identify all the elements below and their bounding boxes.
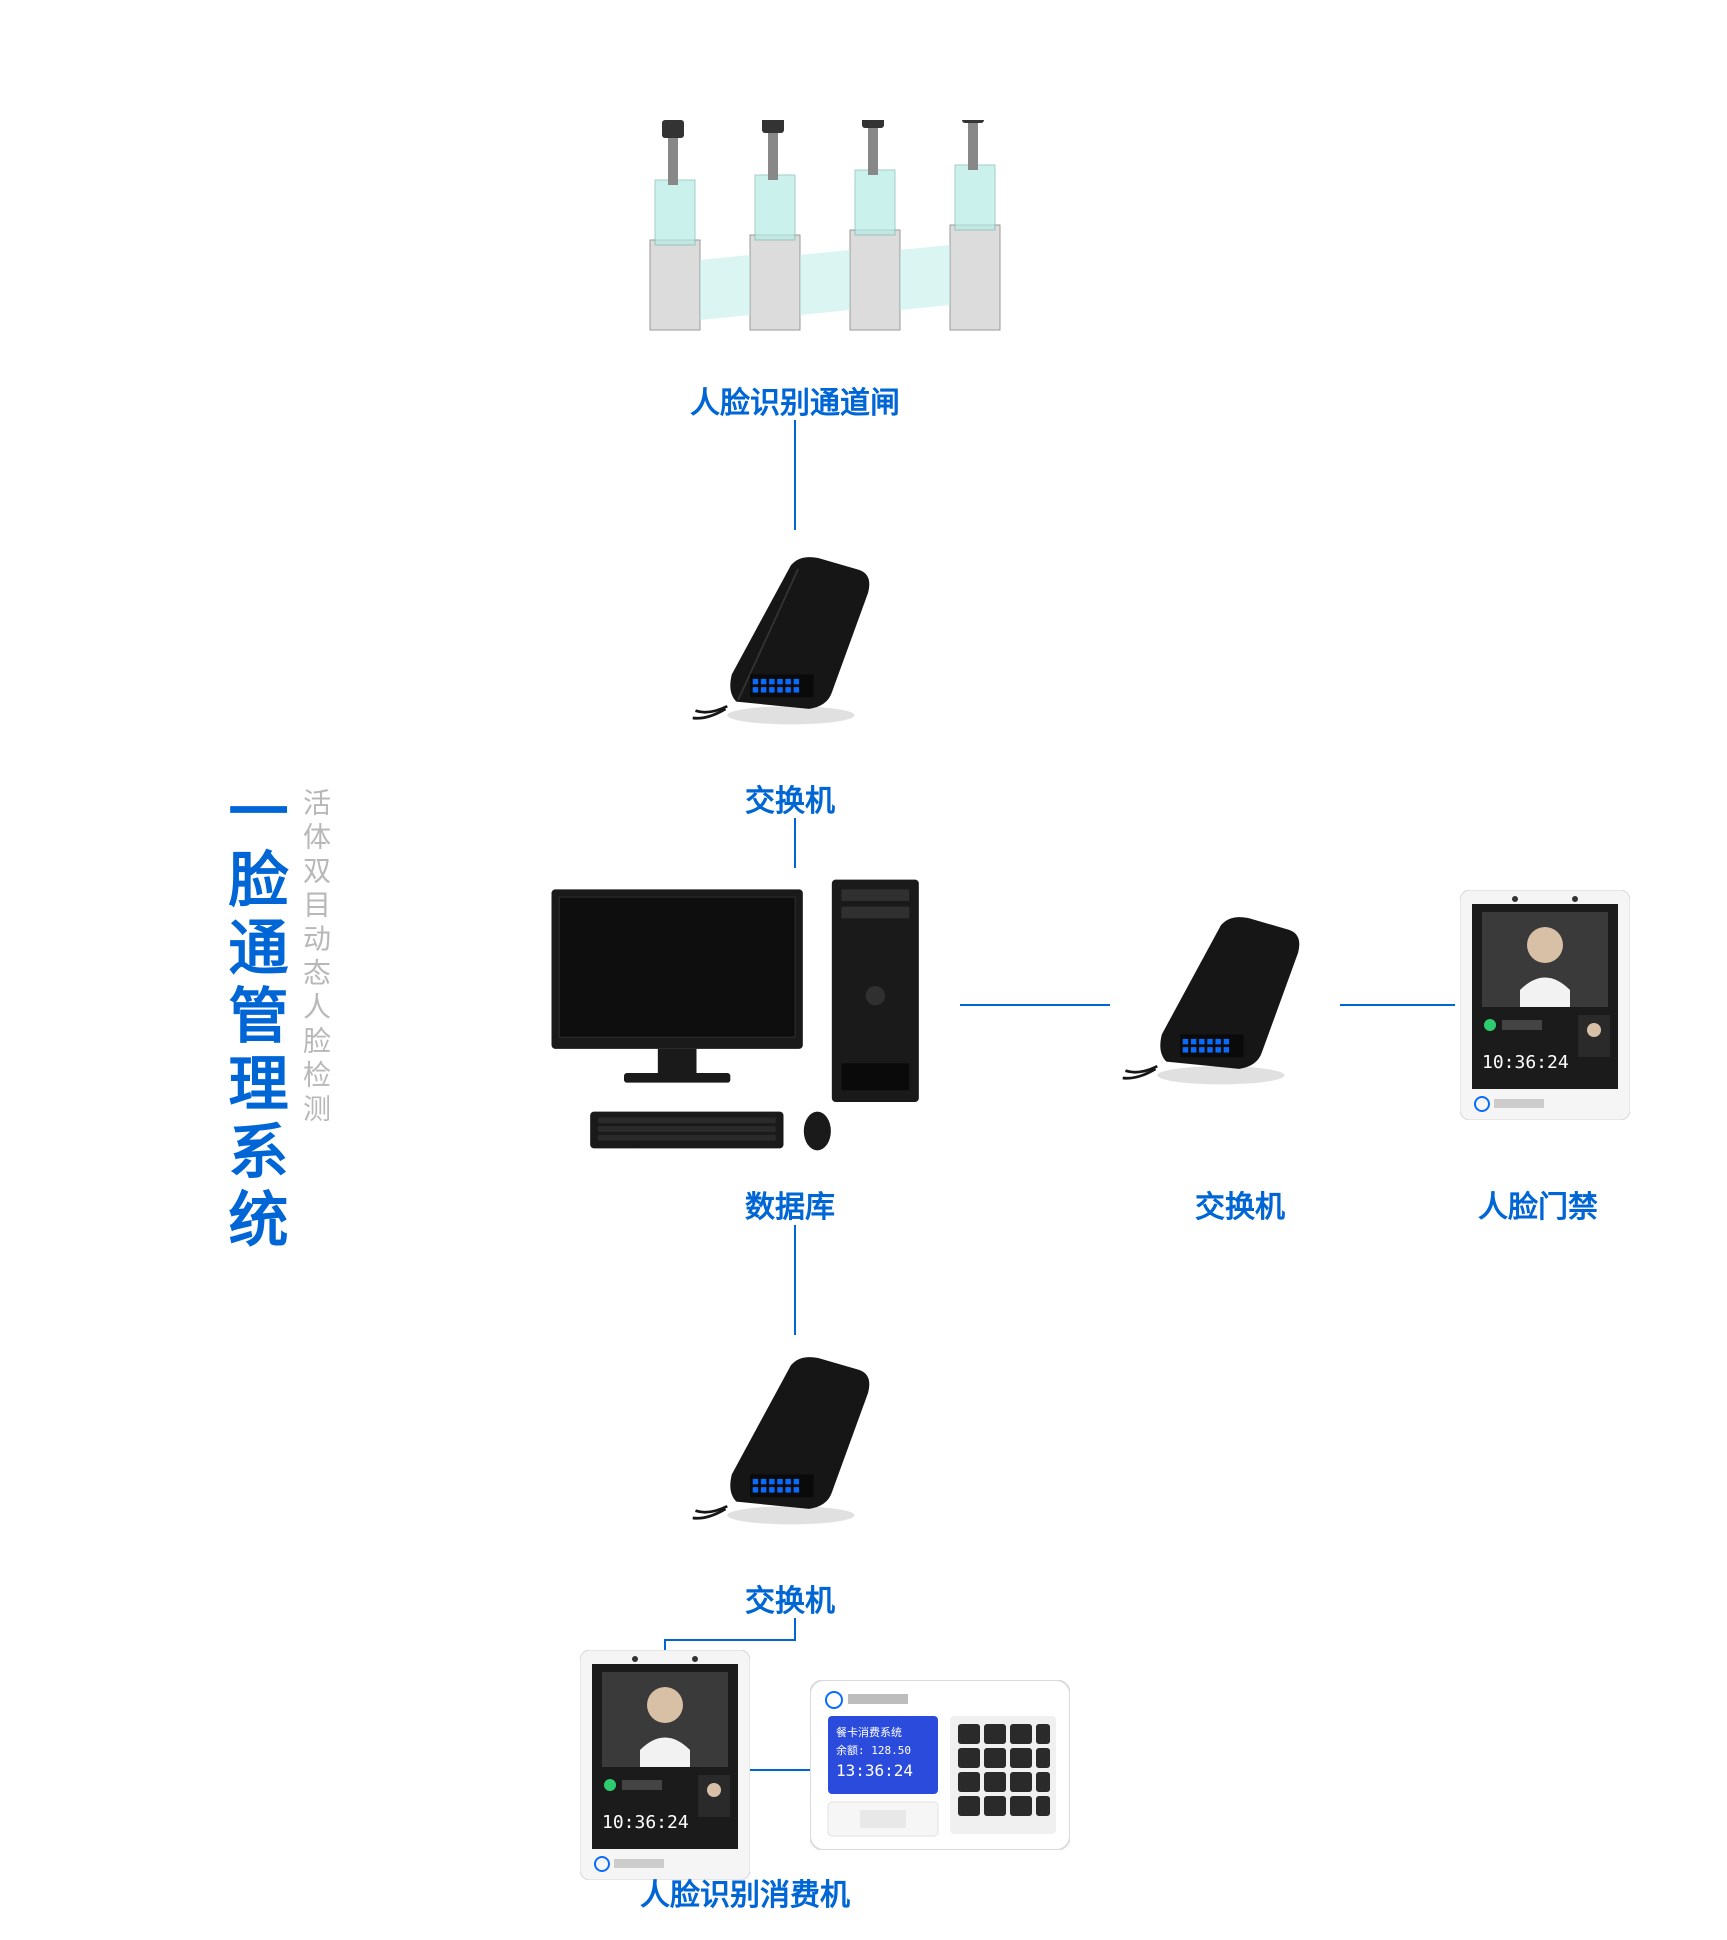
access-tablet-icon: 10:36:24 bbox=[1460, 890, 1630, 1120]
svg-text:10:36:24: 10:36:24 bbox=[1482, 1052, 1569, 1073]
svg-text:餐卡消费系统: 餐卡消费系统 bbox=[836, 1725, 902, 1739]
consumer-label: 人脸识别消费机 bbox=[640, 1870, 850, 1914]
svg-text:10:36:24: 10:36:24 bbox=[602, 1812, 689, 1833]
switch-right-label: 交换机 bbox=[1195, 1182, 1285, 1226]
database-label: 数据库 bbox=[745, 1182, 835, 1226]
switch-bottom-label: 交换机 bbox=[745, 1576, 835, 1620]
svg-text:余额: 128.50: 余额: 128.50 bbox=[836, 1743, 911, 1757]
svg-text:13:36:24: 13:36:24 bbox=[836, 1761, 913, 1780]
database-icon bbox=[530, 870, 950, 1160]
switch-bottom-icon bbox=[690, 1338, 910, 1538]
pos-terminal-icon: 餐卡消费系统 余额: 128.50 13:36:24 bbox=[810, 1680, 1070, 1850]
turnstile-label: 人脸识别通道闸 bbox=[690, 378, 900, 422]
turnstile-icon bbox=[620, 120, 1020, 360]
switch-top-icon bbox=[690, 538, 910, 738]
consumer-tablet-icon: 10:36:24 bbox=[580, 1650, 750, 1880]
switch-top-label: 交换机 bbox=[745, 776, 835, 820]
switch-right-icon bbox=[1120, 898, 1340, 1098]
access-label: 人脸门禁 bbox=[1478, 1182, 1598, 1226]
